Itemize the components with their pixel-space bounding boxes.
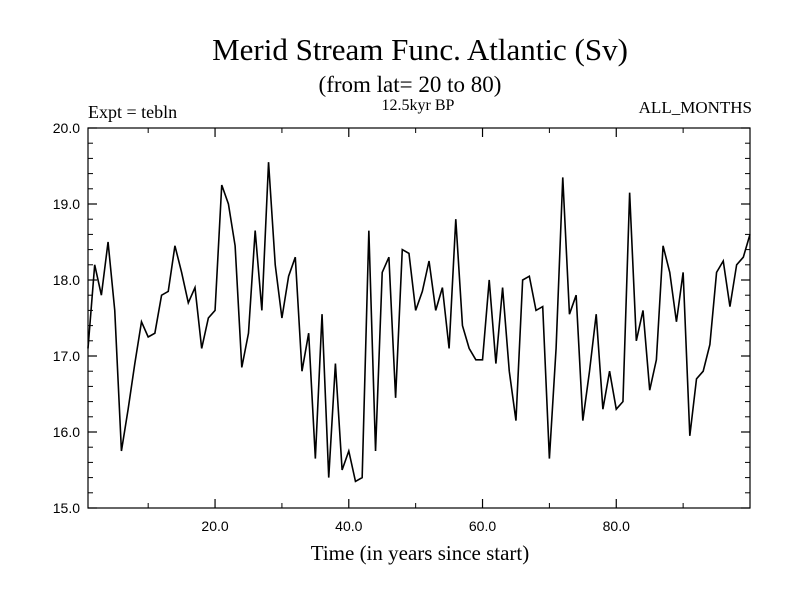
x-axis-label: Time (in years since start): [311, 541, 530, 565]
y-axis: 15.0 16.0 17.0 18.0 19.0 20.0: [53, 120, 750, 516]
y-tick-label: 20.0: [53, 120, 80, 136]
x-tick-label: 60.0: [469, 518, 496, 534]
y-tick-label: 18.0: [53, 272, 80, 288]
y-tick-label: 19.0: [53, 196, 80, 212]
plot-frame: [87, 127, 751, 509]
annotation-right: ALL_MONTHS: [639, 98, 752, 117]
series-line: [87, 162, 751, 483]
x-tick-label: 20.0: [201, 518, 228, 534]
y-tick-label: 17.0: [53, 348, 80, 364]
annotation-left: Expt = tebln: [88, 102, 177, 122]
y-tick-label: 16.0: [53, 424, 80, 440]
x-tick-label: 40.0: [335, 518, 362, 534]
chart-title: Merid Stream Func. Atlantic (Sv): [212, 32, 628, 67]
chart-subtitle: (from lat= 20 to 80): [319, 72, 502, 97]
y-tick-label: 15.0: [53, 500, 80, 516]
annotation-center: 12.5kyr BP: [382, 97, 455, 114]
x-axis: 20.0 40.0 60.0 80.0: [147, 128, 751, 534]
x-tick-label: 80.0: [603, 518, 630, 534]
